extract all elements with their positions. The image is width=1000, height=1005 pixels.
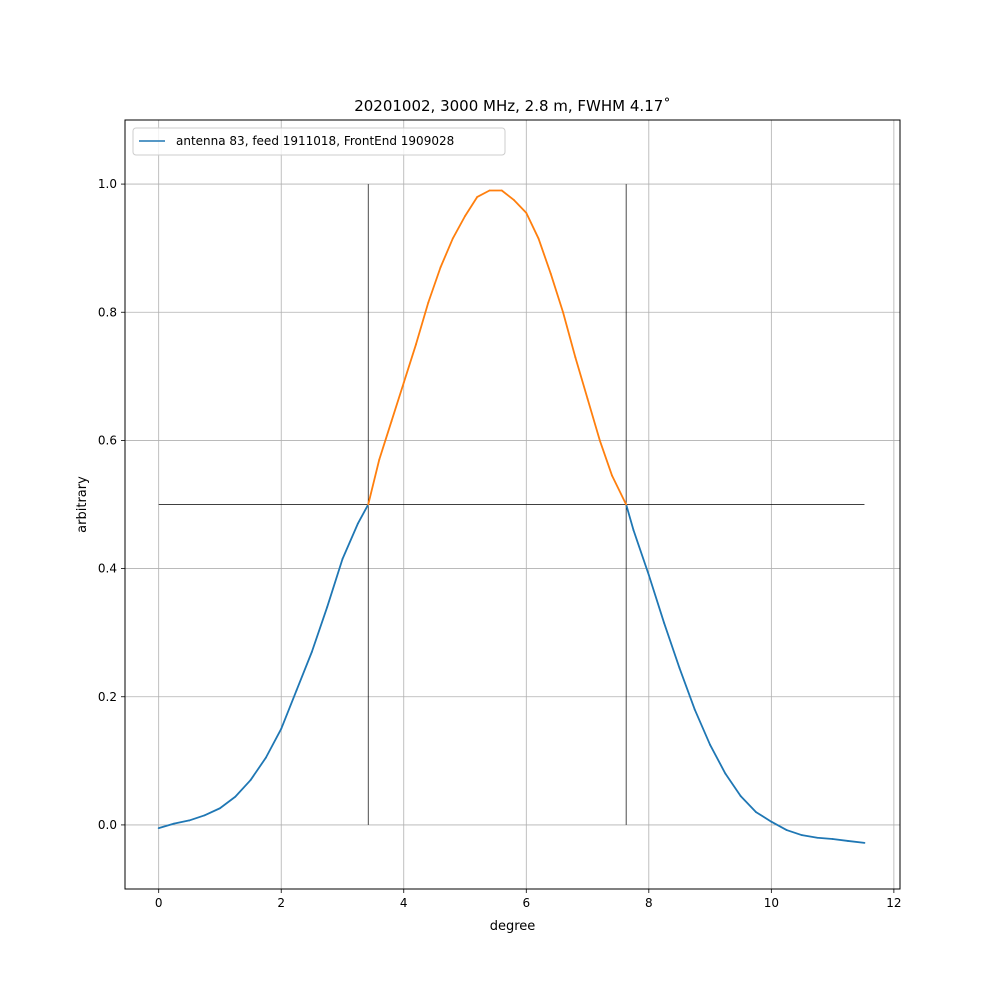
series-point bbox=[367, 503, 370, 506]
series-point bbox=[625, 503, 628, 506]
series-point bbox=[310, 650, 313, 653]
series-point bbox=[770, 820, 773, 823]
y-tick-label: 0.2 bbox=[98, 690, 117, 704]
series-point bbox=[157, 827, 160, 830]
y-tick-label: 0.8 bbox=[98, 305, 117, 319]
x-tick-label: 12 bbox=[886, 896, 901, 910]
x-tick-label: 0 bbox=[155, 896, 163, 910]
series-point bbox=[188, 819, 191, 822]
series-point bbox=[173, 822, 175, 825]
x-tick-label: 8 bbox=[645, 896, 653, 910]
series-point bbox=[234, 795, 237, 798]
series-point bbox=[249, 779, 252, 781]
series bbox=[157, 189, 866, 844]
series-point bbox=[513, 199, 515, 202]
y-tick-label: 0.4 bbox=[98, 562, 117, 576]
x-axis-ticks: 0 2 4 6 8 10 12 bbox=[155, 889, 902, 910]
series-point bbox=[755, 811, 757, 813]
series-point bbox=[326, 606, 329, 608]
series-point bbox=[801, 834, 803, 837]
series-point bbox=[678, 667, 681, 669]
chart-title: 20201002, 3000 MHz, 2.8 m, FWHM 4.17˚ bbox=[354, 97, 671, 115]
series-point bbox=[415, 343, 417, 346]
y-axis-label: arbitrary bbox=[75, 476, 90, 533]
series-point bbox=[488, 189, 491, 192]
x-tick-label: 4 bbox=[400, 896, 408, 910]
series-point bbox=[451, 237, 454, 240]
series-point bbox=[439, 266, 442, 269]
series-point bbox=[709, 743, 711, 746]
series-point bbox=[693, 708, 696, 711]
legend: antenna 83, feed 1911018, FrontEnd 19090… bbox=[132, 127, 506, 156]
y-tick-label: 0.0 bbox=[98, 818, 117, 832]
y-tick-label: 1.0 bbox=[98, 177, 117, 191]
series-point bbox=[402, 381, 405, 384]
series-point bbox=[816, 836, 819, 839]
series-point bbox=[586, 397, 589, 400]
x-tick-label: 2 bbox=[277, 896, 285, 910]
series-point bbox=[724, 772, 727, 775]
x-tick-label: 10 bbox=[764, 896, 779, 910]
series-point bbox=[476, 196, 479, 198]
series-point bbox=[219, 807, 221, 810]
series-point bbox=[500, 189, 503, 192]
y-tick-label: 0.6 bbox=[98, 433, 117, 447]
plot-area-frame bbox=[124, 119, 901, 890]
series-point bbox=[265, 756, 267, 759]
series-point bbox=[537, 237, 540, 240]
legend-box bbox=[132, 127, 506, 156]
series-point bbox=[295, 689, 298, 692]
series-point bbox=[598, 439, 601, 442]
series-point bbox=[663, 622, 666, 624]
series-point bbox=[549, 272, 552, 275]
series-line-main-lobe bbox=[367, 189, 627, 505]
series-point bbox=[647, 574, 650, 576]
series-point bbox=[785, 829, 788, 831]
series-point bbox=[847, 840, 849, 842]
series-point bbox=[280, 727, 283, 730]
x-tick-label: 6 bbox=[522, 896, 530, 910]
series-point bbox=[632, 529, 635, 532]
series-point bbox=[341, 558, 344, 560]
series-point bbox=[378, 458, 381, 461]
series-point bbox=[863, 841, 866, 844]
series-point bbox=[390, 420, 393, 423]
series-point bbox=[525, 212, 528, 214]
series-point bbox=[356, 522, 359, 525]
series-point bbox=[611, 474, 613, 477]
legend-label: antenna 83, feed 1911018, FrontEnd 19090… bbox=[176, 134, 454, 148]
series-point bbox=[831, 838, 834, 840]
y-axis-ticks: 0.0 0.2 0.4 0.6 0.8 1.0 bbox=[98, 177, 125, 832]
series-point bbox=[574, 356, 577, 359]
series-point bbox=[427, 301, 430, 304]
series-point bbox=[562, 311, 564, 314]
series-point bbox=[203, 814, 206, 817]
series-point bbox=[739, 795, 742, 797]
series-point bbox=[464, 215, 466, 218]
x-axis-label: degree bbox=[490, 919, 536, 934]
